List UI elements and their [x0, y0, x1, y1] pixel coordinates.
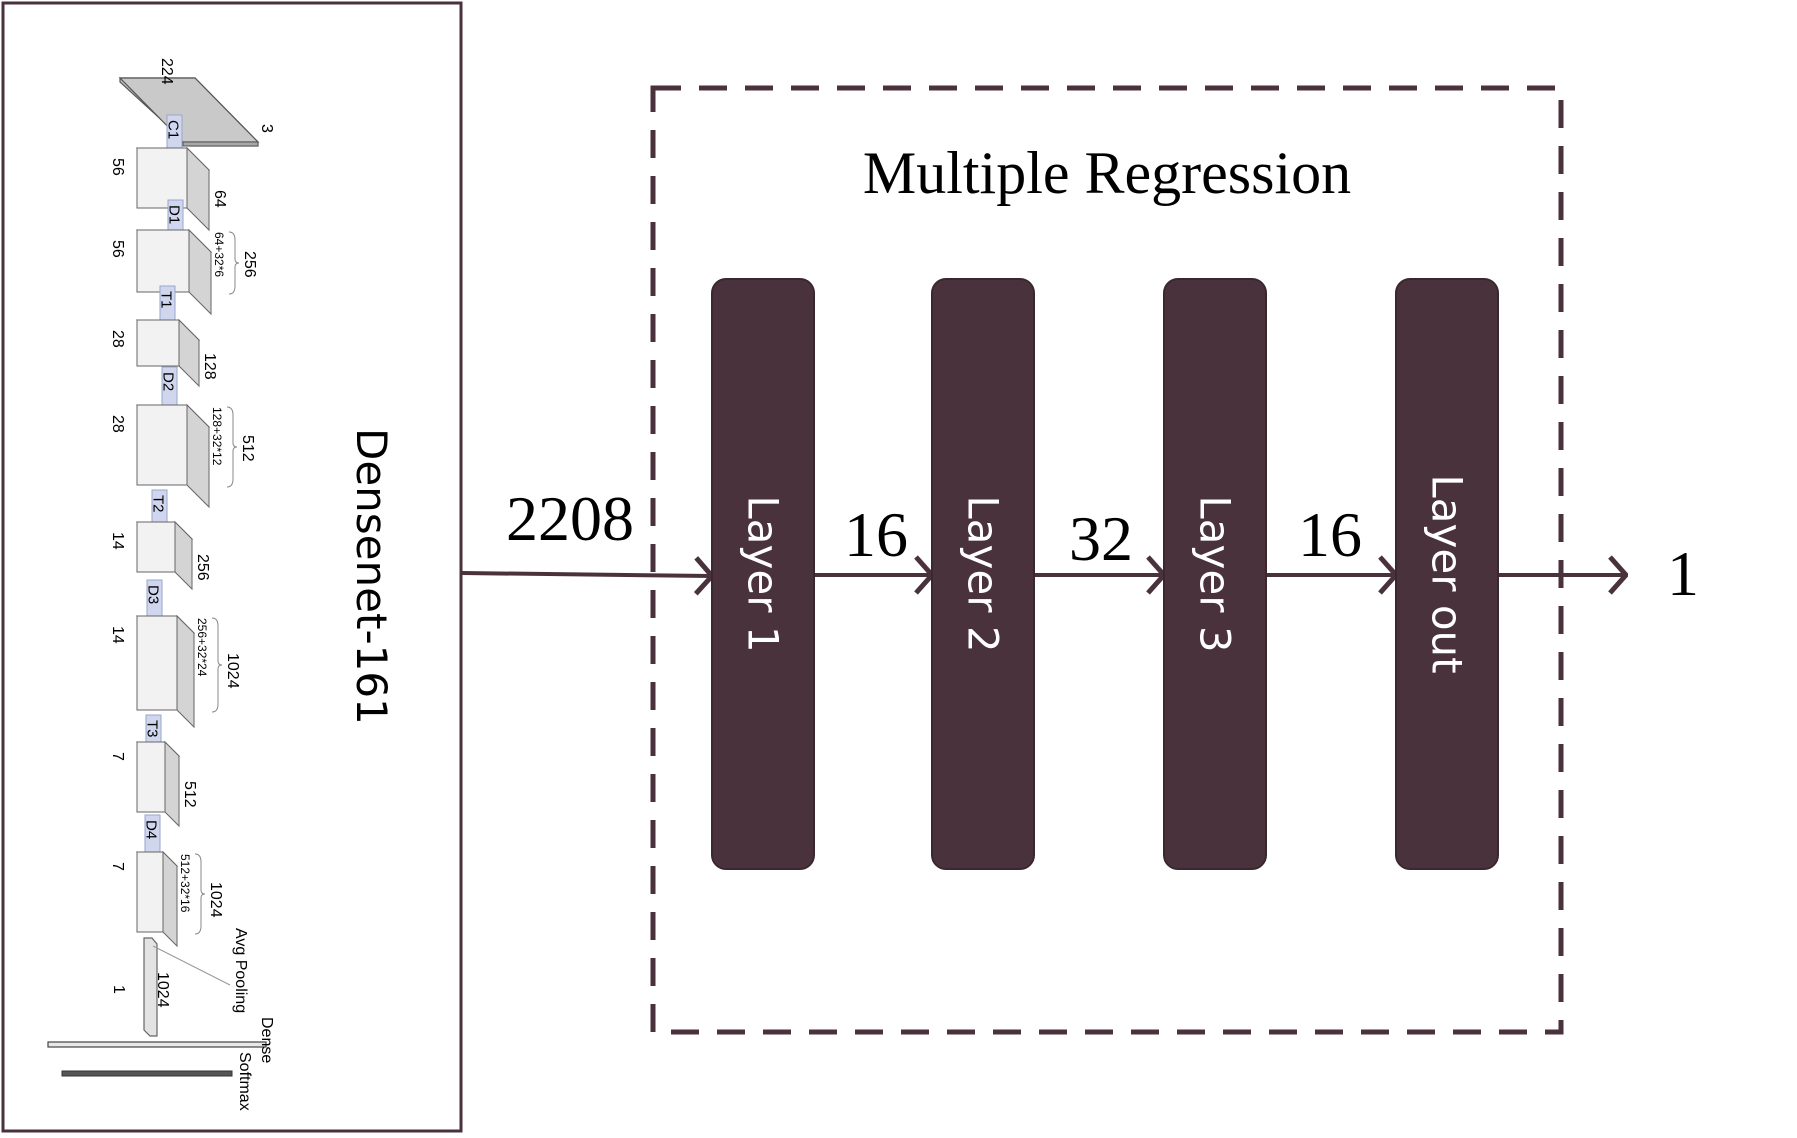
- regression-layer-out: Layer out: [1395, 278, 1499, 870]
- block-spatial-label: 14: [109, 532, 126, 550]
- block-spatial-label: 56: [109, 240, 126, 258]
- softmax-label: Softmax: [236, 1052, 253, 1111]
- block-cube-front: [136, 147, 188, 209]
- layer-3-out-dim: 16: [1298, 499, 1362, 570]
- layer-out-box: [1395, 278, 1499, 870]
- layer-3-label: Layer 3: [1191, 495, 1240, 652]
- block-cube-front: [136, 404, 188, 486]
- regression-layer-2: Layer 2: [931, 278, 1035, 870]
- block-spatial-label: 28: [109, 330, 126, 348]
- input-channels-label: 3: [258, 124, 275, 133]
- block-channels-label: 512: [181, 781, 198, 808]
- layer-3-box: [1163, 278, 1267, 870]
- block-cube-front: [136, 851, 164, 933]
- block-name-label: T1: [158, 291, 175, 309]
- regression-panel: [650, 85, 1564, 1035]
- block-name-label: D4: [143, 820, 160, 839]
- block-channels-label: 256: [194, 554, 211, 581]
- pool-spatial-label: 1: [110, 985, 127, 994]
- block-cube-side: [176, 614, 195, 729]
- layer-2-out-dim: 32: [1069, 503, 1133, 574]
- dense-bar: [47, 1041, 267, 1048]
- layer-2-box: [931, 278, 1035, 870]
- layer-1-box: [711, 278, 815, 870]
- block-channels-label: 256: [241, 251, 258, 278]
- block-name-label: D1: [166, 205, 183, 224]
- block-growth-label: 512+32*16: [178, 854, 192, 913]
- block-channels-label: 512: [239, 435, 256, 462]
- block-growth-label: 256+32*24: [195, 618, 209, 677]
- block-spatial-label: 14: [109, 626, 126, 644]
- block-name-label: C1: [165, 120, 182, 139]
- softmax-bar: [61, 1070, 233, 1077]
- dense-label: Dense: [258, 1017, 275, 1063]
- densenet-panel: [1, 1, 463, 1133]
- densenet-architecture: 224 3 C1 56 64 D1 56 64+32*6 256 T1 28 128 D2 28 128…: [47, 58, 275, 1111]
- pool-label: Avg Pooling: [232, 928, 249, 1013]
- densenet-blocks: C1 56 64 D1 56 64+32*6 256 T1 28 128 D2 28 128+32*12…: [109, 114, 258, 948]
- arrow-densenet-to-layer1: [461, 573, 712, 576]
- layer-1-label: Layer 1: [739, 495, 788, 652]
- block-spatial-label: 28: [109, 415, 126, 433]
- densenet-title: Densenet-161: [347, 428, 396, 725]
- block-cube-front: [136, 521, 176, 573]
- input-plane-edge: [182, 141, 259, 147]
- block-channels-label: 64: [211, 190, 228, 208]
- block-brace: [226, 406, 238, 488]
- regression-layer-1: Layer 1: [711, 278, 815, 870]
- block-cube-front: [136, 741, 166, 813]
- layer-out-label: Layer out: [1423, 474, 1472, 673]
- block-spatial-label: 7: [109, 862, 126, 871]
- block-brace: [228, 231, 240, 295]
- block-name-label: T2: [150, 495, 167, 513]
- block-name-label: D3: [145, 585, 162, 604]
- input-dim-label: 2208: [506, 483, 634, 554]
- block-cube-front: [136, 319, 180, 367]
- block-spatial-label: 56: [109, 158, 126, 176]
- block-channels-label: 1024: [207, 882, 224, 918]
- block-name-label: D2: [160, 372, 177, 391]
- regression-title: Multiple Regression: [863, 140, 1351, 206]
- block-spatial-label: 7: [109, 752, 126, 761]
- block-cube-front: [136, 615, 178, 711]
- input-width-label: 224: [158, 58, 175, 85]
- block-brace: [211, 617, 223, 713]
- block-brace: [194, 853, 206, 935]
- block-growth-label: 64+32*6: [212, 232, 226, 277]
- layer-2-label: Layer 2: [959, 495, 1008, 652]
- pooling-pointer-line: [152, 945, 231, 986]
- block-cube-side: [162, 850, 178, 948]
- block-growth-label: 128+32*12: [210, 407, 224, 466]
- layer-1-out-dim: 16: [844, 499, 908, 570]
- block-cube-front: [136, 229, 190, 293]
- output-dim-label: 1: [1667, 538, 1699, 609]
- regression-layer-3: Layer 3: [1163, 278, 1267, 870]
- block-channels-label: 128: [201, 353, 218, 380]
- block-channels-label: 1024: [224, 653, 241, 689]
- pool-channels-label: 1024: [154, 972, 171, 1008]
- block-name-label: T3: [144, 720, 161, 738]
- pooling-bar: [143, 937, 158, 1037]
- block-cube-side: [164, 740, 180, 828]
